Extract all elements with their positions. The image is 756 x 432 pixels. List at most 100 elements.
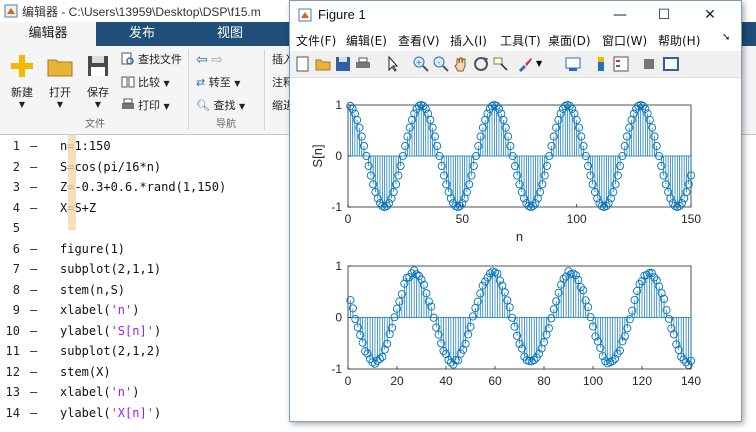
arrow-right-icon[interactable]: ⇨ (211, 52, 223, 68)
code-line[interactable]: subplot(2,1,1) (60, 262, 161, 276)
stem-marker (684, 360, 693, 369)
breakpoint-marker[interactable]: — (30, 303, 38, 317)
stem-marker (579, 142, 588, 151)
maximize-button[interactable]: ☐ (657, 7, 671, 23)
indent-label: 缩进 (272, 99, 294, 112)
x-tick-label: 60 (488, 374, 502, 388)
link-plot-icon[interactable] (564, 55, 582, 73)
breakpoint-marker[interactable]: — (30, 200, 38, 215)
insert-button[interactable]: 插入 (272, 50, 294, 70)
new-button[interactable]: 新建 ▼ (2, 50, 42, 114)
find-files-button[interactable]: 查找文件 (121, 50, 182, 70)
open-button[interactable]: 打开 ▼ (40, 50, 80, 114)
breakpoint-marker[interactable]: — (30, 344, 38, 358)
code-line[interactable]: ylabel('S[n]') (60, 324, 161, 338)
find-button[interactable]: 🔍︎ 查找 ▼ (196, 96, 245, 116)
show-plot-tools-icon[interactable] (662, 55, 680, 73)
stem-marker (357, 132, 366, 141)
close-button[interactable]: ✕ (704, 7, 716, 23)
stem-marker (466, 322, 475, 331)
code-line[interactable]: S=cos(pi/16*n) (60, 160, 161, 174)
stem-marker (545, 151, 554, 161)
breakpoint-marker[interactable]: — (30, 241, 38, 256)
colorbar-icon[interactable] (592, 55, 610, 73)
stem-marker (412, 270, 421, 279)
arrow-left-icon[interactable]: ⇦ (196, 52, 208, 68)
stem-marker (538, 180, 547, 189)
pointer-icon[interactable] (384, 55, 402, 73)
stem-marker (604, 199, 613, 208)
menu-file[interactable]: 文件(F) (296, 34, 337, 48)
menu-edit[interactable]: 编辑(E) (346, 34, 387, 48)
menu-desktop[interactable]: 桌面(D) (548, 34, 591, 48)
print-button[interactable]: 打印 ▼ (121, 96, 170, 116)
code-line[interactable]: xlabel('n') (60, 385, 140, 399)
figure-menu-bar: 文件(F) 编辑(E) 查看(V) 插入(I) 工具(T) 桌面(D) 窗口(W… (290, 29, 741, 51)
stem-marker (494, 104, 503, 113)
breakpoint-marker[interactable]: — (30, 282, 38, 297)
comment-button[interactable]: 注释 (272, 73, 294, 93)
ribbon-divider (188, 50, 189, 130)
stem-marker (356, 331, 365, 340)
code-line[interactable]: Z=-0.3+0.6.*rand(1,150) (60, 180, 226, 194)
zoom-out-icon[interactable]: - (432, 55, 450, 73)
data-cursor-icon[interactable] (492, 55, 510, 73)
code-text: subplot(2,1,2) (60, 344, 162, 358)
minimize-button[interactable]: — (613, 7, 627, 23)
breakpoint-marker[interactable]: — (30, 385, 38, 399)
code-line[interactable]: figure(1) (60, 242, 125, 256)
pan-hand-icon[interactable] (452, 55, 470, 73)
save-figure-icon[interactable] (334, 55, 352, 73)
tab-editor[interactable]: 编辑器 (0, 22, 96, 46)
menu-insert[interactable]: 插入(I) (450, 34, 487, 48)
stem-marker (530, 355, 539, 365)
code-line[interactable]: stem(n,S) (60, 283, 125, 297)
breakpoint-marker[interactable]: — (30, 262, 38, 276)
breakpoint-marker[interactable]: — (30, 159, 38, 174)
hide-plot-tools-icon[interactable] (640, 55, 658, 73)
goto-button[interactable]: ⇄ 转至 ▼ (196, 73, 240, 93)
back-forward-buttons[interactable]: ⇦ ⇨ (196, 50, 223, 70)
stem-marker (620, 332, 629, 341)
breakpoint-marker[interactable]: — (30, 364, 38, 379)
breakpoint-marker[interactable]: — (30, 323, 38, 338)
menu-view[interactable]: 查看(V) (398, 34, 440, 48)
menu-help[interactable]: 帮助(H) (658, 34, 701, 48)
dock-arrow-icon[interactable]: ➘ (722, 32, 731, 43)
indent-button[interactable]: 缩进 (272, 96, 294, 116)
menu-tools[interactable]: 工具(T) (500, 34, 541, 48)
open-file-icon[interactable] (314, 55, 332, 73)
save-button[interactable]: 保存 ▼ (78, 50, 118, 114)
zoom-in-icon[interactable]: + (412, 55, 430, 73)
code-line[interactable]: stem(X) (60, 365, 111, 379)
tab-view[interactable]: 视图 (216, 26, 243, 41)
code-line[interactable]: ylabel('X[n]') (60, 406, 161, 420)
code-line[interactable]: xlabel('n') (60, 303, 140, 317)
stem-marker (454, 356, 463, 365)
code-line[interactable]: subplot(2,1,2) (60, 344, 161, 358)
stem-marker (650, 132, 659, 141)
print-figure-icon[interactable] (354, 55, 372, 73)
new-figure-icon[interactable] (294, 55, 312, 73)
stem-marker (672, 340, 681, 349)
breakpoint-marker[interactable]: — (30, 180, 38, 194)
rotate-icon[interactable] (472, 55, 490, 73)
breakpoint-marker[interactable]: — (30, 139, 38, 153)
code-line[interactable]: X=S+Z (60, 201, 96, 215)
figure-canvas: 0 50 100 150 -1 0 1 n S[n] 0 20 40 60 80 100 120 140 -1 0 1 (290, 78, 741, 421)
tab-publish[interactable]: 发布 (128, 26, 155, 41)
stem-marker (405, 123, 414, 132)
stem-marker (429, 313, 438, 322)
compare-button[interactable]: 比较 ▼ (121, 73, 170, 93)
stem-marker (535, 349, 544, 358)
editor-title: 编辑器 - C:\Users\13959\Desktop\DSP\f15.m (22, 5, 261, 19)
stem-marker (492, 101, 501, 111)
brush-icon[interactable] (516, 55, 534, 73)
chevron-down-icon[interactable]: ▼ (536, 59, 543, 68)
stem-marker (419, 280, 428, 289)
legend-icon[interactable] (612, 55, 630, 73)
code-text: S=cos(pi/16*n) (60, 159, 162, 174)
printer-icon (122, 98, 134, 109)
breakpoint-marker[interactable]: — (30, 405, 38, 420)
menu-window[interactable]: 窗口(W) (602, 34, 648, 48)
